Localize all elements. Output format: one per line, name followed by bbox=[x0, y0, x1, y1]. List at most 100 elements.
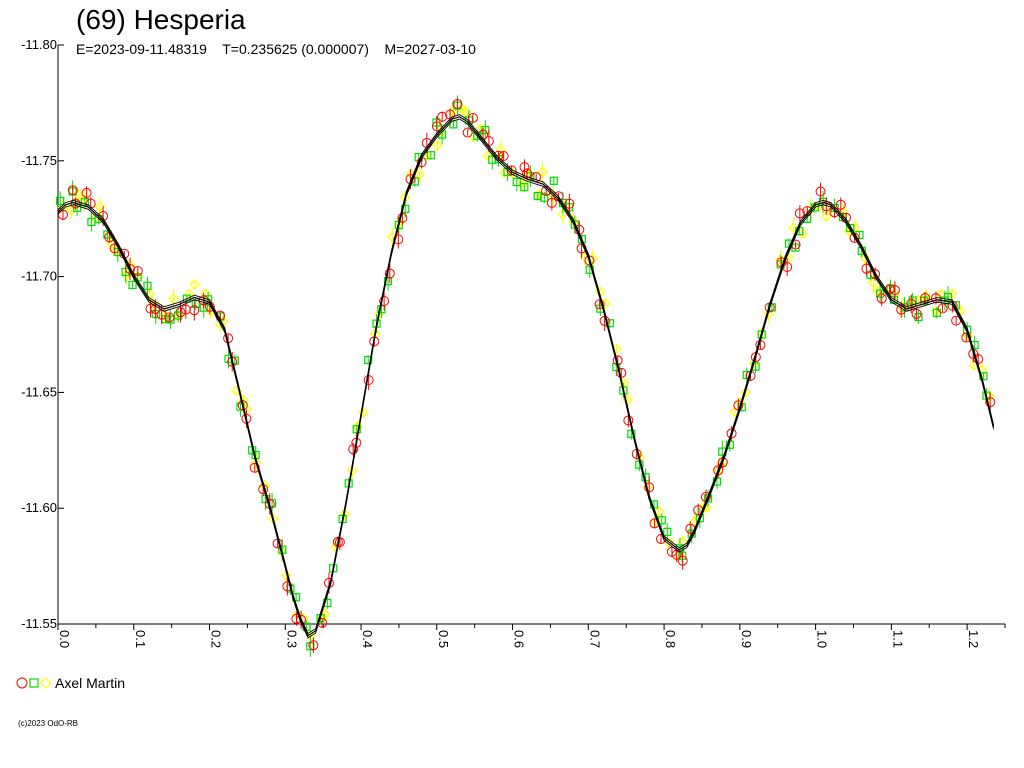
data-point-circle bbox=[67, 185, 78, 196]
data-point-diamond bbox=[653, 506, 665, 517]
model-curve bbox=[57, 114, 995, 639]
data-point-diamond bbox=[414, 169, 425, 181]
data-point-diamond bbox=[788, 222, 799, 234]
data-point-circle bbox=[85, 198, 96, 209]
data-point-circle bbox=[237, 400, 248, 411]
data-point-square bbox=[364, 355, 373, 365]
data-point-diamond bbox=[740, 386, 752, 398]
x-tick-label: 0.8 bbox=[663, 630, 678, 648]
copyright-note: (c)2023 OdO-RB bbox=[18, 719, 79, 728]
data-point-square bbox=[914, 312, 923, 322]
x-tick-label: 0.7 bbox=[587, 630, 602, 648]
data-point-circle bbox=[815, 186, 826, 197]
data-point-circle bbox=[397, 212, 408, 223]
data-point-circle bbox=[498, 151, 509, 162]
model-curve-upper bbox=[57, 114, 995, 635]
data-point-diamond bbox=[72, 189, 84, 200]
observation-points bbox=[56, 95, 996, 657]
data-point-diamond bbox=[352, 421, 363, 432]
data-point-diamond bbox=[168, 293, 179, 305]
x-tick-label: 0.3 bbox=[284, 630, 299, 648]
data-point-diamond bbox=[820, 211, 832, 222]
data-point-circle bbox=[379, 295, 390, 306]
y-tick-label: -11.60 bbox=[21, 500, 57, 515]
data-point-square bbox=[512, 177, 521, 187]
data-point-square bbox=[128, 280, 137, 290]
data-point-square bbox=[56, 196, 65, 205]
chart-title: (69) Hesperia bbox=[76, 4, 246, 35]
x-tick-label: 0.2 bbox=[209, 630, 224, 648]
y-tick-label: -11.75 bbox=[21, 153, 57, 168]
data-point-circle bbox=[835, 199, 846, 210]
data-point-circle bbox=[985, 397, 996, 408]
x-tick-label: 0.6 bbox=[512, 630, 527, 648]
data-point-diamond bbox=[94, 201, 106, 213]
data-point-square bbox=[520, 183, 529, 192]
data-point-square bbox=[540, 193, 549, 202]
data-point-circle bbox=[467, 112, 478, 123]
data-point-circle bbox=[829, 207, 840, 218]
data-point-circle bbox=[282, 581, 293, 592]
data-point-circle bbox=[180, 304, 191, 315]
data-point-circle bbox=[452, 98, 463, 109]
data-point-diamond bbox=[797, 228, 809, 239]
data-point-circle bbox=[519, 162, 530, 173]
data-point-circle bbox=[794, 208, 805, 219]
data-point-diamond bbox=[280, 569, 292, 581]
data-point-square bbox=[846, 223, 855, 233]
data-point-circle bbox=[644, 482, 655, 493]
data-point-circle bbox=[384, 268, 395, 279]
data-point-circle bbox=[876, 293, 887, 304]
data-point-diamond bbox=[912, 294, 924, 306]
data-point-circle bbox=[911, 308, 922, 319]
data-point-diamond bbox=[189, 279, 201, 290]
data-point-square bbox=[943, 292, 953, 302]
data-point-circle bbox=[189, 305, 200, 316]
data-point-circle bbox=[175, 307, 186, 318]
x-tick-label: 0.0 bbox=[57, 630, 72, 648]
data-point-diamond bbox=[66, 204, 77, 216]
data-point-circle bbox=[726, 428, 737, 439]
data-point-circle bbox=[506, 165, 517, 176]
x-tick-label: 0.4 bbox=[360, 630, 375, 648]
data-point-circle bbox=[431, 121, 442, 132]
data-point-circle bbox=[437, 111, 448, 122]
data-point-square bbox=[182, 294, 191, 303]
data-point-circle bbox=[889, 285, 900, 296]
model-curve-lower bbox=[57, 118, 995, 639]
data-point-diamond bbox=[663, 537, 675, 548]
x-tick-label: 0.1 bbox=[133, 630, 148, 648]
data-point-diamond bbox=[495, 144, 507, 155]
data-point-diamond bbox=[183, 288, 195, 300]
x-tick-label: 0.9 bbox=[739, 630, 754, 648]
data-point-square bbox=[876, 289, 885, 298]
data-point-square bbox=[173, 311, 183, 320]
model-curve-center bbox=[57, 116, 995, 637]
data-point-circle bbox=[564, 198, 575, 209]
x-tick-label: 1.2 bbox=[966, 630, 981, 648]
data-point-diamond bbox=[346, 465, 358, 476]
data-point-square bbox=[143, 281, 152, 290]
data-point-circle bbox=[296, 614, 307, 625]
data-point-circle bbox=[308, 640, 319, 651]
data-point-square bbox=[663, 527, 672, 536]
data-point-circle bbox=[937, 303, 948, 314]
data-point-circle bbox=[393, 234, 404, 245]
data-point-diamond bbox=[432, 139, 443, 151]
data-point-circle bbox=[132, 266, 143, 277]
data-point-circle bbox=[348, 444, 359, 455]
data-point-diamond bbox=[650, 515, 662, 527]
x-tick-label: 1.1 bbox=[890, 630, 905, 648]
data-point-square bbox=[426, 151, 436, 160]
data-point-diamond bbox=[962, 330, 974, 341]
data-point-square bbox=[908, 296, 917, 305]
data-point-diamond bbox=[474, 123, 486, 135]
data-point-circle bbox=[81, 187, 92, 198]
legend-markers-icon bbox=[16, 677, 52, 689]
data-point-circle bbox=[522, 168, 533, 179]
plot-axes: -11.80 -11.75 -11.70 -11.65 -11.60 -11.550.0 0… bbox=[21, 37, 1006, 648]
data-point-circle bbox=[57, 209, 68, 220]
x-tick-label: 0.5 bbox=[436, 630, 451, 648]
data-point-diamond bbox=[537, 166, 548, 178]
